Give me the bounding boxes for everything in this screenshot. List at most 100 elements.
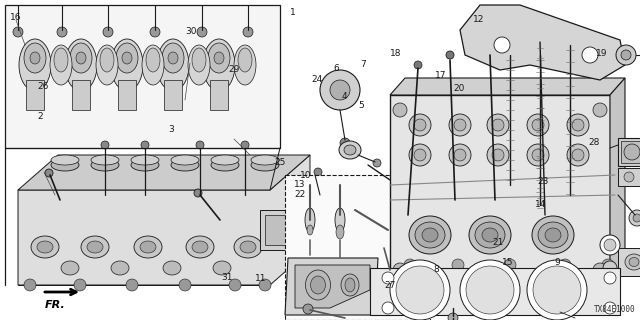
Circle shape [600, 235, 620, 255]
Bar [210, 80, 228, 110]
Bar [265, 215, 305, 245]
Circle shape [382, 272, 394, 284]
Circle shape [602, 259, 614, 271]
Ellipse shape [305, 270, 330, 300]
Text: 25: 25 [275, 158, 286, 167]
Ellipse shape [31, 236, 59, 258]
Circle shape [57, 27, 67, 37]
Text: 20: 20 [454, 84, 465, 93]
Circle shape [197, 27, 207, 37]
Text: FR.: FR. [45, 300, 65, 310]
Ellipse shape [475, 222, 505, 248]
Circle shape [527, 260, 587, 320]
Ellipse shape [625, 254, 640, 270]
Circle shape [603, 261, 617, 275]
Ellipse shape [131, 155, 159, 165]
Ellipse shape [567, 114, 589, 136]
Ellipse shape [414, 149, 426, 161]
Ellipse shape [415, 222, 445, 248]
Ellipse shape [91, 155, 119, 165]
Text: 22: 22 [294, 190, 305, 199]
Text: 12: 12 [473, 15, 484, 24]
Ellipse shape [409, 114, 431, 136]
Circle shape [582, 47, 598, 63]
Text: 29: 29 [228, 65, 239, 74]
Ellipse shape [171, 155, 199, 165]
Circle shape [535, 34, 545, 44]
Ellipse shape [409, 216, 451, 254]
Ellipse shape [122, 52, 132, 64]
Circle shape [103, 27, 113, 37]
Bar [621, 141, 640, 163]
Circle shape [494, 37, 510, 53]
Circle shape [241, 141, 249, 149]
Ellipse shape [567, 144, 589, 166]
Ellipse shape [339, 141, 361, 159]
Circle shape [604, 239, 616, 251]
Circle shape [385, 177, 395, 187]
Ellipse shape [492, 119, 504, 131]
Text: 19: 19 [596, 49, 607, 58]
Ellipse shape [409, 144, 431, 166]
Text: 4: 4 [342, 92, 347, 100]
Circle shape [624, 144, 640, 160]
Ellipse shape [188, 45, 210, 85]
Ellipse shape [492, 149, 504, 161]
Bar [72, 80, 90, 110]
Circle shape [24, 279, 36, 291]
Ellipse shape [454, 149, 466, 161]
Circle shape [414, 61, 422, 69]
Text: 24: 24 [311, 75, 323, 84]
Polygon shape [610, 78, 625, 285]
Circle shape [390, 260, 450, 320]
Text: 13: 13 [294, 180, 305, 189]
Ellipse shape [65, 39, 97, 91]
Bar [618, 138, 640, 166]
Circle shape [259, 279, 271, 291]
Ellipse shape [422, 228, 438, 242]
Text: 9: 9 [554, 258, 559, 267]
Ellipse shape [91, 159, 119, 171]
Text: 11: 11 [255, 274, 266, 283]
Ellipse shape [54, 48, 68, 72]
Ellipse shape [234, 236, 262, 258]
Polygon shape [390, 95, 610, 285]
Text: 26: 26 [38, 82, 49, 91]
Ellipse shape [19, 39, 51, 91]
Circle shape [593, 103, 607, 117]
Text: TX84E1000: TX84E1000 [593, 305, 635, 314]
Text: 31: 31 [221, 273, 233, 282]
Ellipse shape [186, 236, 214, 258]
Ellipse shape [146, 48, 160, 72]
Text: 21: 21 [492, 238, 504, 247]
Circle shape [141, 141, 149, 149]
Circle shape [621, 50, 631, 60]
Ellipse shape [96, 45, 118, 85]
Circle shape [533, 266, 581, 314]
Ellipse shape [24, 43, 46, 73]
Ellipse shape [51, 159, 79, 171]
Polygon shape [285, 258, 378, 315]
Ellipse shape [532, 119, 544, 131]
Text: 15: 15 [502, 258, 513, 267]
Ellipse shape [192, 241, 208, 253]
Bar [618, 168, 640, 186]
Text: 1: 1 [291, 8, 296, 17]
Circle shape [229, 279, 241, 291]
Polygon shape [18, 190, 270, 285]
Polygon shape [295, 265, 370, 308]
Circle shape [566, 36, 574, 44]
Circle shape [179, 279, 191, 291]
Text: 7: 7 [361, 60, 366, 68]
Circle shape [243, 27, 253, 37]
Text: 5: 5 [359, 101, 364, 110]
Circle shape [320, 70, 360, 110]
Ellipse shape [142, 45, 164, 85]
Ellipse shape [305, 208, 315, 232]
Ellipse shape [545, 228, 561, 242]
Text: 8: 8 [434, 265, 439, 274]
Ellipse shape [336, 225, 344, 239]
Circle shape [604, 272, 616, 284]
Ellipse shape [454, 119, 466, 131]
Text: 30: 30 [185, 27, 196, 36]
